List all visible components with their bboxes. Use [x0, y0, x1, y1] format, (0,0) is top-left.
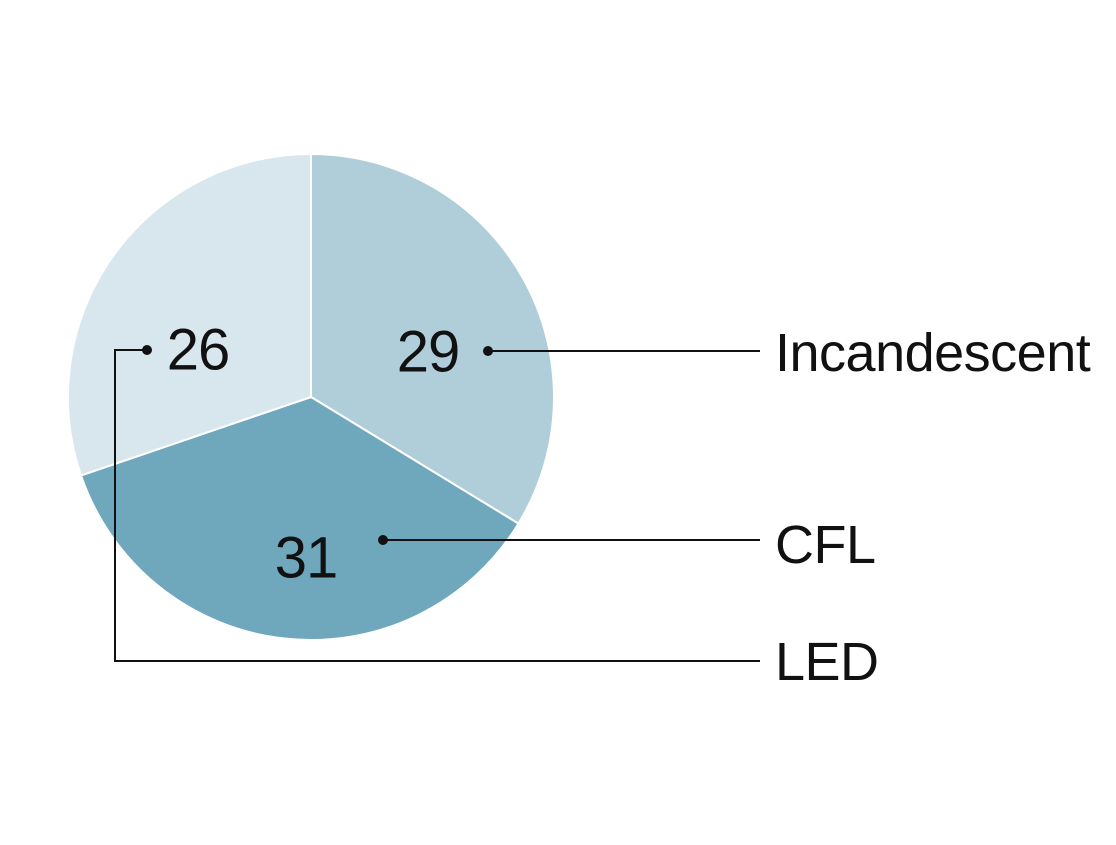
leader-dot-cfl	[378, 535, 388, 545]
leader-line-led	[114, 349, 760, 662]
value-label-incandescent: 29	[397, 320, 460, 385]
leaders-layer	[114, 345, 760, 662]
pie-slice-led	[67, 152, 312, 477]
legend-label-cfl: CFL	[775, 515, 876, 575]
leader-dot-incandescent	[483, 346, 493, 356]
pie-slice-incandescent	[310, 152, 555, 525]
legend-label-led: LED	[775, 632, 879, 692]
value-label-led: 26	[167, 318, 230, 383]
labels-layer: 29 Incandescent 31 CFL 26 LED	[167, 318, 1091, 693]
legend-label-incandescent: Incandescent	[775, 323, 1091, 383]
leader-dot-led	[142, 345, 152, 355]
value-label-cfl: 31	[275, 526, 338, 591]
